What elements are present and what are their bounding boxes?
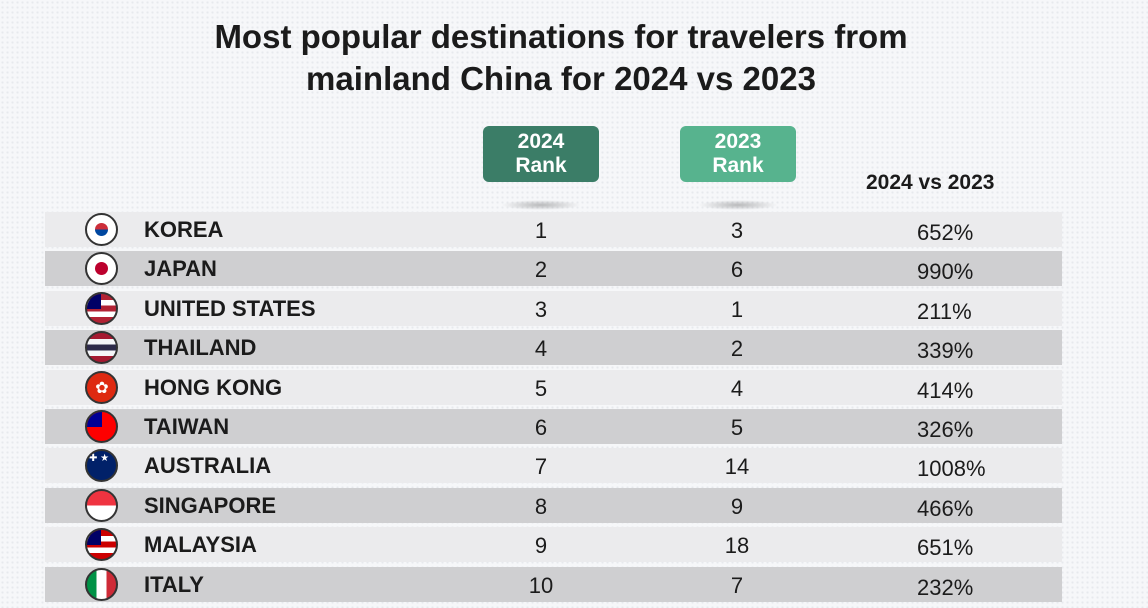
- change-percent: 1008%: [917, 456, 986, 482]
- table-row: KOREA 1 3 652%: [45, 212, 1062, 247]
- change-percent: 466%: [917, 495, 974, 521]
- table-row: MALAYSIA 9 18 651%: [45, 527, 1062, 563]
- flag-icon: [85, 410, 118, 443]
- rank-2024: 3: [534, 296, 548, 322]
- rank-2024: 8: [534, 493, 548, 519]
- rank-2023: 4: [730, 375, 744, 401]
- header-change: 2024 vs 2023: [866, 171, 995, 194]
- rank-2024: 6: [534, 415, 548, 440]
- flag-icon: [85, 291, 118, 325]
- flag-icon: [85, 213, 118, 246]
- country-name: KOREA: [144, 217, 224, 242]
- country-name: TAIWAN: [144, 414, 230, 439]
- flag-icon: ✚ ★: [85, 449, 118, 483]
- title-line-1: Most popular destinations for travelers …: [214, 18, 908, 55]
- table-row: ✿ HONG KONG 5 4 414%: [45, 369, 1062, 405]
- rank-2023: 7: [730, 572, 744, 598]
- rank-2024: 9: [534, 533, 548, 559]
- change-percent: 232%: [917, 574, 974, 600]
- country-name: AUSTRALIA: [144, 453, 272, 479]
- change-percent: 211%: [917, 298, 972, 324]
- flag-icon: [85, 567, 118, 601]
- change-percent: 990%: [917, 259, 974, 285]
- header-year: 2024: [517, 130, 565, 153]
- country-name: MALAYSIA: [144, 532, 257, 558]
- rank-2024: 2: [534, 257, 548, 283]
- country-name: UNITED STATES: [144, 295, 316, 321]
- title-line-2: mainland China for 2024 vs 2023: [306, 60, 816, 97]
- badge-shadow: [501, 200, 581, 210]
- badge-shadow: [698, 200, 778, 210]
- rank-2023: 18: [724, 533, 750, 559]
- header-2023-rank: 2023 Rank: [680, 126, 796, 182]
- header-label: Rank: [515, 154, 567, 177]
- country-name: JAPAN: [144, 256, 217, 282]
- flag-icon: [85, 528, 118, 562]
- rank-2023: 5: [730, 415, 744, 440]
- rank-2024: 1: [534, 218, 548, 243]
- rank-2024: 4: [534, 336, 548, 362]
- flag-icon: [85, 252, 118, 286]
- country-name: HONG KONG: [144, 374, 283, 400]
- change-percent: 326%: [917, 417, 974, 442]
- change-percent: 414%: [917, 377, 974, 403]
- table-row: JAPAN 2 6 990%: [45, 251, 1062, 287]
- country-name: ITALY: [144, 571, 204, 597]
- table-row: ✚ ★ AUSTRALIA 7 14 1008%: [45, 448, 1062, 484]
- rank-2023: 6: [730, 257, 744, 283]
- table-row: ITALY 10 7 232%: [45, 566, 1062, 602]
- rank-2023: 14: [724, 454, 750, 480]
- table-row: UNITED STATES 3 1 211%: [45, 290, 1062, 326]
- rank-2023: 3: [730, 218, 744, 243]
- rank-2024: 7: [534, 454, 548, 480]
- change-percent: 339%: [917, 338, 974, 364]
- header-2024-rank: 2024 Rank: [483, 126, 599, 182]
- rank-2024: 10: [528, 572, 554, 598]
- flag-icon: [85, 331, 118, 365]
- header-year: 2023: [714, 130, 762, 153]
- chart-title: Most popular destinations for travelers …: [0, 16, 1122, 100]
- change-percent: 652%: [917, 220, 974, 245]
- country-name: THAILAND: [144, 335, 257, 361]
- rank-2023: 9: [730, 493, 744, 519]
- table-row: THAILAND 4 2 339%: [45, 330, 1062, 366]
- table-row: SINGAPORE 8 9 466%: [45, 487, 1062, 523]
- rank-2023: 1: [730, 296, 744, 322]
- flag-icon: ✿: [85, 370, 118, 404]
- change-percent: 651%: [917, 535, 974, 561]
- rank-2024: 5: [534, 375, 548, 401]
- header-label: Rank: [712, 154, 764, 177]
- table-row: TAIWAN 6 5 326%: [45, 409, 1062, 444]
- country-name: SINGAPORE: [144, 492, 277, 518]
- flag-icon: [85, 488, 118, 522]
- rank-2023: 2: [730, 336, 744, 362]
